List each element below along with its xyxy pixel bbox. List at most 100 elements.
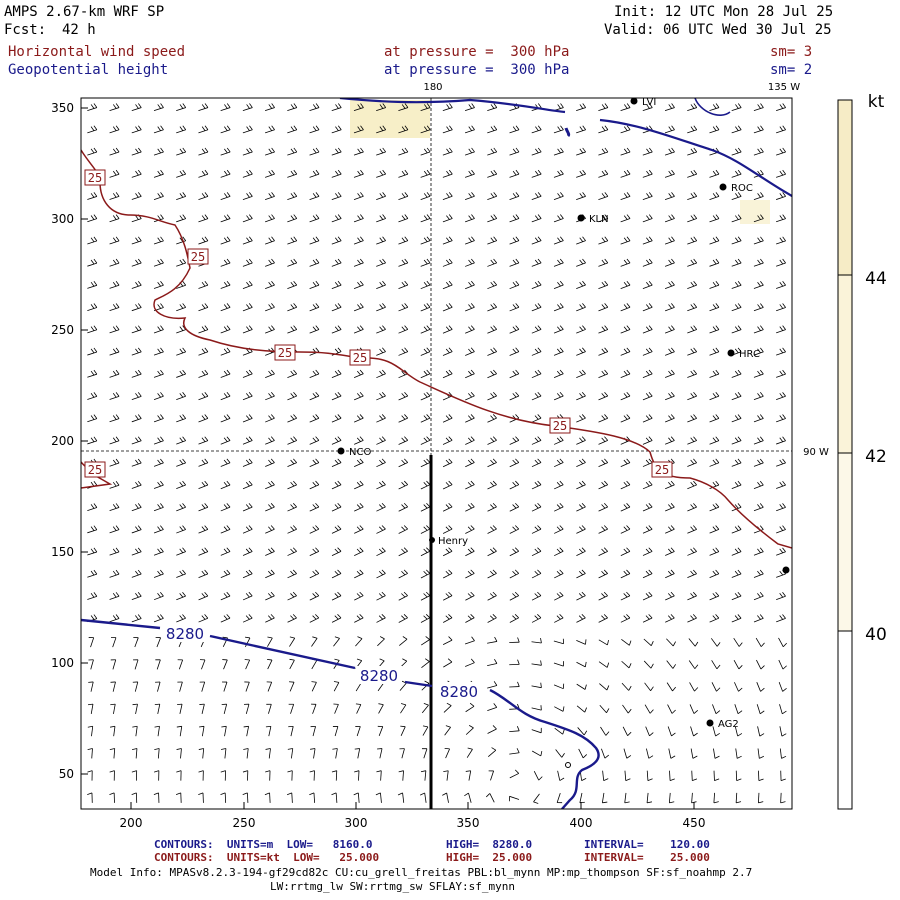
wind-barb xyxy=(309,284,320,290)
wind-barb-feather xyxy=(669,801,675,804)
wind-barb-feather xyxy=(582,125,586,130)
wind-barb-feather xyxy=(226,503,231,508)
wind-barb-feather xyxy=(493,236,498,241)
speed-contour-high: HIGH= 25.000 xyxy=(446,851,533,864)
wind-barb xyxy=(620,218,631,223)
coastline xyxy=(339,98,566,114)
wind-barb-feather xyxy=(714,755,720,759)
wind-barb-feather xyxy=(135,193,139,198)
wind-barb xyxy=(290,726,294,737)
wind-barb-feather xyxy=(737,236,742,242)
wind-barb-feather xyxy=(135,437,139,442)
wind-barb-feather xyxy=(534,259,539,265)
wind-barb-feather xyxy=(734,459,739,465)
wind-barb-feather xyxy=(426,214,431,219)
wind-barb-feather xyxy=(157,570,161,576)
wind-barb-feather xyxy=(93,325,98,330)
wind-barb-feather xyxy=(403,502,408,508)
wind-barb-feather xyxy=(403,569,408,574)
wind-barb-feather xyxy=(671,709,676,714)
wind-barb xyxy=(599,705,607,714)
wind-barb-feather xyxy=(312,282,317,287)
wind-barb-feather xyxy=(290,193,295,198)
wind-barb-feather xyxy=(623,282,628,287)
wind-barb xyxy=(487,195,497,201)
wind-barb-feather xyxy=(201,237,206,243)
wind-barb-feather xyxy=(90,148,95,154)
wind-barb-feather xyxy=(782,369,786,375)
wind-barb-feather xyxy=(448,169,453,175)
wind-barb xyxy=(242,329,253,334)
wind-barb-feather xyxy=(470,280,475,286)
plot-area: 25 25 25 25 25 25 25 8280 xyxy=(81,98,792,809)
wind-barb-feather xyxy=(690,104,695,109)
wind-barb xyxy=(464,129,475,134)
wind-barb-feather xyxy=(779,548,784,554)
wind-barb-feather xyxy=(540,750,543,757)
wind-barb-feather xyxy=(179,304,184,309)
wind-barb-feather xyxy=(445,593,450,598)
wind-barb-feather xyxy=(759,458,764,464)
wind-barb xyxy=(464,195,475,201)
wind-barb xyxy=(291,748,294,759)
wind-barb xyxy=(109,595,120,600)
wind-barb-feather xyxy=(109,792,115,795)
wind-barb-feather xyxy=(157,259,161,265)
wind-barb xyxy=(242,373,253,378)
wind-barb-feather xyxy=(137,281,142,286)
wind-barb-feather xyxy=(93,503,98,508)
wind-barb-feather xyxy=(93,125,98,131)
wind-barb-feather xyxy=(534,459,539,465)
wind-barb-feather xyxy=(426,147,431,153)
wind-barb xyxy=(753,262,764,267)
wind-barb xyxy=(624,792,627,803)
wind-barb xyxy=(531,685,542,689)
wind-barb-feather xyxy=(672,664,677,669)
wind-barb-feather xyxy=(579,504,584,509)
wind-barb-feather xyxy=(293,103,298,108)
wind-barb xyxy=(176,218,186,223)
wind-barb-feather xyxy=(448,480,453,485)
wind-barb-feather xyxy=(289,658,295,661)
wind-barb-feather xyxy=(423,126,428,131)
wind-barb-feather xyxy=(737,414,742,419)
wind-barb-feather xyxy=(201,170,206,176)
wind-barb-feather xyxy=(540,660,542,666)
wind-barb xyxy=(509,550,519,557)
wind-barb-feather xyxy=(204,280,209,286)
wind-barb xyxy=(576,395,586,401)
wind-barb-feather xyxy=(423,702,429,706)
wind-barb-feather xyxy=(514,769,520,774)
wind-barb xyxy=(731,462,742,467)
wind-barb-feather xyxy=(645,504,650,509)
wind-barb xyxy=(313,748,316,759)
wind-barb xyxy=(689,704,695,714)
wind-barb-feather xyxy=(267,659,273,661)
wind-barb-feather xyxy=(337,591,342,596)
wind-barb-feather xyxy=(537,502,542,508)
wind-barb-feather xyxy=(738,687,743,692)
wind-barb-feather xyxy=(534,393,539,398)
wind-barb xyxy=(687,151,697,156)
wind-barb xyxy=(109,418,120,423)
wind-barb-feather xyxy=(112,504,117,509)
wind-barb-feather xyxy=(267,615,272,620)
wind-barb xyxy=(176,551,186,556)
wind-barb xyxy=(465,528,475,534)
wind-barb xyxy=(131,507,142,512)
wind-barb xyxy=(669,770,671,781)
wind-barb xyxy=(509,752,520,755)
wind-barb-feather xyxy=(467,504,472,509)
wind-barb-feather xyxy=(115,103,120,108)
wind-barb xyxy=(687,240,697,245)
wind-barb-feather xyxy=(448,347,453,352)
wind-barb-feather xyxy=(245,437,250,442)
wind-barb-feather xyxy=(493,703,498,708)
wind-barb-feather xyxy=(779,326,784,331)
wind-barb-feather xyxy=(204,392,209,397)
wind-barb xyxy=(553,373,564,379)
wind-barb xyxy=(731,329,742,334)
wind-barb-feather xyxy=(780,778,786,782)
wind-barb xyxy=(442,262,453,267)
wind-barb-feather xyxy=(779,348,784,354)
